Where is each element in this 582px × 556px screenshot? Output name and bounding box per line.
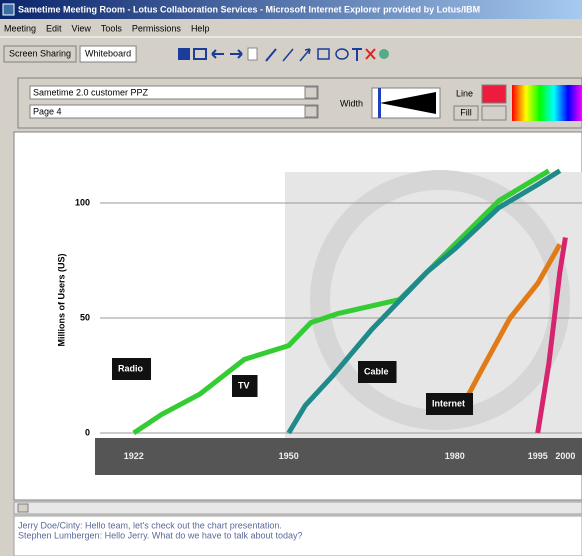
tab-label: Whiteboard	[85, 48, 131, 58]
x-tick-label: 1980	[445, 451, 465, 461]
x-axis-band	[95, 438, 582, 475]
legend-label: Radio	[118, 363, 144, 373]
menu-item[interactable]: Edit	[46, 23, 62, 33]
menu-item[interactable]: View	[72, 23, 92, 33]
width-label: Width	[340, 98, 363, 108]
width-slider[interactable]	[378, 88, 381, 118]
dropdown-button[interactable]	[305, 87, 317, 98]
color-palette[interactable]	[512, 85, 582, 121]
app-icon	[3, 4, 14, 15]
page-select[interactable]	[30, 105, 318, 118]
y-tick-label: 0	[85, 427, 90, 437]
tab-bar: Screen Sharing Whiteboard	[4, 46, 136, 62]
menu-item[interactable]: Help	[191, 23, 210, 33]
legend-label: TV	[238, 380, 250, 390]
scroll-left[interactable]	[18, 504, 28, 512]
legend-label: Internet	[432, 398, 465, 408]
tab-label: Screen Sharing	[9, 48, 71, 58]
y-axis-title: Millions of Users (US)	[56, 253, 66, 346]
y-tick-label: 50	[80, 312, 90, 322]
scrollbar[interactable]	[14, 502, 582, 514]
menu-item[interactable]: Tools	[101, 23, 123, 33]
menu-bar: Meeting Edit View Tools Permissions Help	[4, 23, 209, 33]
x-tick-label: 1922	[124, 451, 144, 461]
x-tick-label: 1995	[528, 451, 548, 461]
icon[interactable]	[178, 48, 190, 60]
line-color[interactable]	[482, 85, 506, 103]
document-name: Sametime 2.0 customer PPZ	[33, 87, 149, 97]
chat-line: Jerry Doe/Cinty: Hello team, let's check…	[18, 520, 282, 530]
fill-label: Fill	[460, 107, 472, 117]
dropdown-button[interactable]	[305, 106, 317, 117]
icon[interactable]	[248, 48, 257, 60]
page-name: Page 4	[33, 106, 62, 116]
menu-item[interactable]: Permissions	[132, 23, 182, 33]
fill-color[interactable]	[482, 106, 506, 120]
line-label: Line	[456, 88, 473, 98]
chat-log: Jerry Doe/Cinty: Hello team, let's check…	[18, 520, 303, 540]
window-title: Sametime Meeting Room - Lotus Collaborat…	[18, 4, 480, 14]
y-tick-label: 100	[75, 197, 90, 207]
menu-item[interactable]: Meeting	[4, 23, 36, 33]
legend-label: Cable	[364, 366, 389, 376]
screen: Sametime Meeting Room - Lotus Collaborat…	[0, 0, 582, 556]
chat-line: Stephen Lumbergen: Hello Jerry. What do …	[18, 530, 303, 540]
x-tick-label: 1950	[279, 451, 299, 461]
icon[interactable]	[379, 49, 389, 59]
x-tick-label: 2000	[555, 451, 575, 461]
